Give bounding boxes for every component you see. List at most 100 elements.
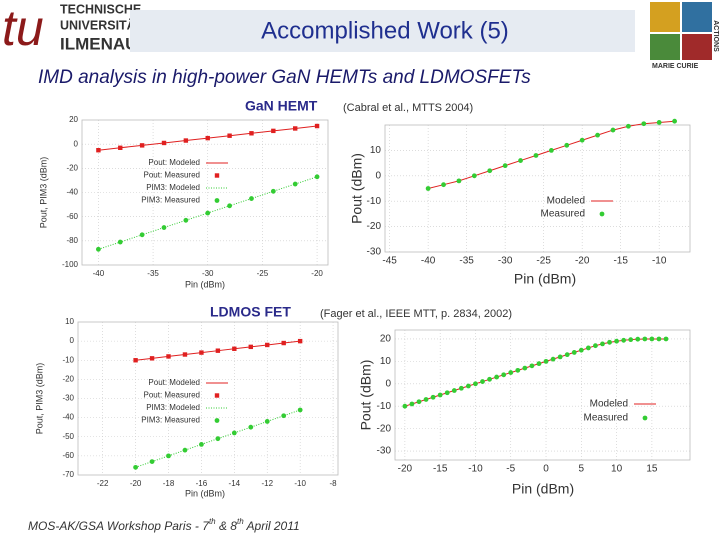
x-tick-label: -10 [294,479,306,488]
marker [248,424,254,430]
marker [515,367,521,373]
marker [614,338,620,344]
marker [227,133,232,138]
footer-part: th [237,517,244,526]
marker [550,356,556,362]
y-tick-label: 10 [65,317,74,326]
footer: MOS-AK/GSA Workshop Paris - 7th & 8th Ap… [28,517,300,533]
marker [635,336,641,342]
x-tick-label: -30 [498,256,513,267]
section-source: (Cabral et al., MTTS 2004) [343,102,473,114]
marker [578,347,584,353]
legend-label: Pout: Modeled [148,378,200,387]
marker [292,181,298,187]
marker [297,407,303,413]
marker [593,343,598,349]
marker [487,376,492,382]
legend-label: Measured [541,209,585,220]
y-tick-label: -30 [62,394,74,403]
marker [564,142,570,148]
legend-label: Pout: Measured [144,171,200,180]
marker [118,145,123,150]
legend-label: Pout: Modeled [148,158,200,167]
marker [161,225,167,230]
marker [571,350,577,355]
logo-text: UNIVERSITÄT [60,17,144,32]
legend-swatch [214,173,220,178]
x-tick-label: 0 [543,464,549,475]
marker [166,354,171,359]
y-axis-label: Pout (dBm) [349,153,365,224]
x-axis-label: Pin (dBm) [185,279,225,289]
legend-label: PIM3: Measured [141,416,200,425]
marker [430,394,436,400]
x-tick-label: -35 [147,269,159,278]
marker [465,383,471,389]
chart: -45 -40 -35 -30 -25 -20 -15 -10 -30 -20 -10 0 10 Pin … [349,118,691,287]
y-axis-label: Pout, PIM3 (dBm) [34,363,44,435]
marker [533,153,539,158]
legend-swatch [214,198,220,203]
marker [271,128,276,134]
x-tick-label: 5 [579,464,585,475]
y-tick-label: -60 [62,451,74,460]
logo-mark: tu [2,0,44,56]
x-tick-label: -30 [202,269,214,278]
x-tick-label: -25 [536,256,551,267]
x-tick-label: -35 [459,256,474,267]
marker [249,131,254,136]
marker [473,381,478,387]
x-tick-label: -15 [433,464,448,475]
marker [480,379,485,384]
marker [183,138,189,143]
x-tick-label: -5 [506,464,515,475]
marker [117,239,123,245]
x-tick-label: -20 [575,256,590,267]
section-label: LDMOS FET [210,304,291,320]
marker [416,399,422,405]
marker [281,340,286,346]
marker [425,186,431,191]
logo-text: MARIE CURIE [652,63,699,70]
legend-label: Modeled [590,399,628,410]
marker [205,135,210,141]
y-tick-label: -50 [62,432,74,441]
marker [579,137,585,143]
legend-swatch [642,415,648,421]
y-tick-label: -30 [367,247,382,258]
marker [232,346,237,351]
marker [487,168,493,174]
y-tick-label: -100 [62,260,79,269]
x-tick-label: -15 [613,256,628,267]
marker [656,120,662,125]
logo-square [650,2,680,32]
x-tick-label: -8 [330,479,338,488]
chart: -40 -35 -30 -25 -20 -100 -80 -60 -40 -20 0 20 Pin (d… [38,115,329,289]
x-tick-label: -20 [398,464,413,475]
y-tick-label: -10 [377,401,392,412]
y-tick-label: -20 [367,221,382,232]
y-tick-label: -60 [66,212,78,221]
logo-square [682,2,712,32]
marker [297,338,303,344]
marker [502,163,508,169]
marker [548,148,554,153]
logo-text: ILMENAU [60,34,137,53]
marker [96,246,101,252]
marker [199,442,204,447]
marker [248,344,253,350]
marker [595,132,600,138]
partner-logo: MARIE CURIE ACTIONS [650,2,719,70]
y-axis-label: Pout, PIM3 (dBm) [38,157,48,229]
y-tick-label: 20 [380,334,392,345]
marker [231,430,237,436]
marker [564,352,570,358]
x-tick-label: -22 [97,479,109,488]
legend-label: Measured [584,413,628,424]
y-tick-label: 0 [385,378,391,389]
y-tick-label: 20 [69,115,78,124]
y-tick-label: 0 [74,139,79,148]
slide-subtitle: IMD analysis in high-power GaN HEMTs and… [38,67,531,88]
